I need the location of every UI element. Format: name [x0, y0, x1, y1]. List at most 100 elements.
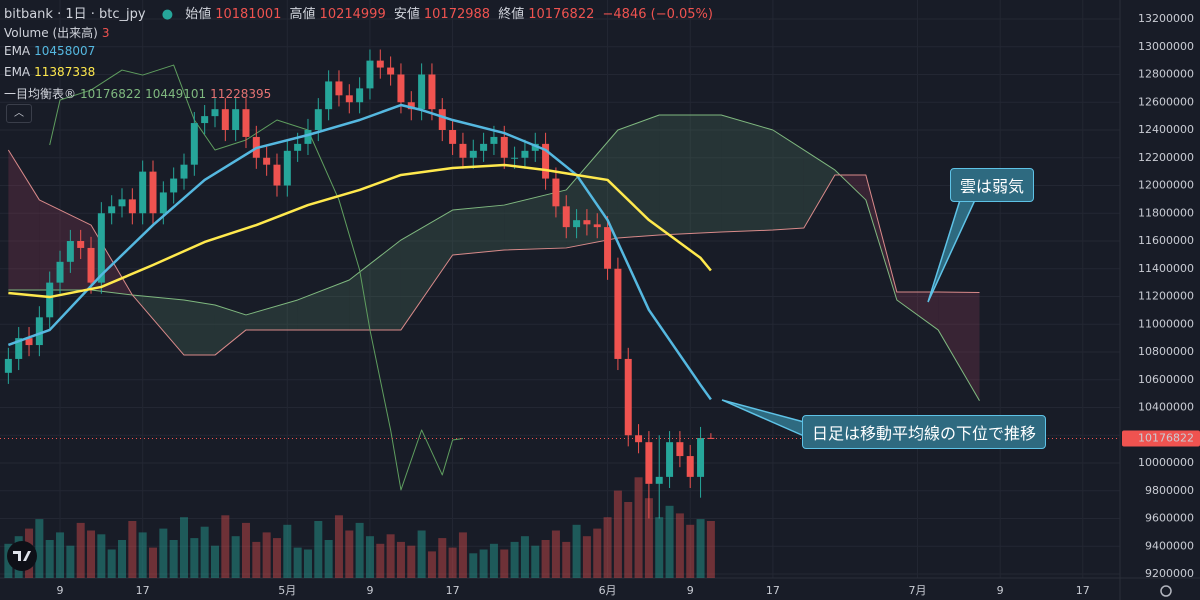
volume-bar — [613, 490, 622, 578]
candle-body — [56, 261, 64, 283]
legend-value: 11387338 — [34, 65, 96, 79]
y-tick-label: 13200000 — [1138, 12, 1194, 25]
volume-bar — [427, 551, 436, 578]
candle-body — [593, 224, 601, 228]
candle-body — [335, 81, 343, 96]
last-price-box — [1122, 430, 1200, 447]
legend-value: 11228395 — [210, 87, 272, 101]
cloud-fill — [8, 149, 40, 290]
x-tick-label: 9 — [366, 584, 373, 597]
candle-body — [511, 157, 519, 159]
y-tick-label: 12400000 — [1138, 123, 1194, 136]
volume-bar — [45, 540, 54, 578]
legend-ema: EMA 10458007 — [4, 44, 99, 58]
x-tick-label: 9 — [997, 584, 1004, 597]
y-tick-label: 11600000 — [1138, 234, 1194, 247]
candle-body — [283, 150, 291, 186]
volume-bar — [479, 549, 488, 578]
volume-bar — [541, 540, 550, 578]
candle-body — [190, 123, 198, 165]
candle-body — [449, 130, 457, 144]
cloud-fill — [504, 189, 567, 251]
volume-bar — [107, 549, 116, 578]
candle-body — [108, 206, 116, 214]
volume-bar — [500, 549, 509, 578]
volume-bar — [675, 513, 684, 578]
candle-body — [624, 358, 632, 436]
y-tick-label: 11200000 — [1138, 290, 1194, 303]
candle-body — [345, 95, 353, 103]
y-tick-label: 9200000 — [1145, 567, 1194, 580]
cloud-fill — [721, 115, 773, 232]
close-value: 10176822 — [528, 7, 595, 22]
close-label: 終値 — [498, 7, 525, 22]
candle-body — [314, 109, 322, 130]
candle-body — [604, 227, 612, 269]
candle-body — [4, 358, 12, 373]
change: −4846 (−0.05%) — [602, 7, 713, 22]
candle-body — [583, 220, 591, 225]
candle-body — [15, 338, 23, 359]
y-tick-label: 13000000 — [1138, 40, 1194, 53]
volume-bar — [644, 498, 653, 578]
volume-bar — [190, 538, 199, 578]
volume-bar — [324, 540, 333, 578]
candle-body — [35, 317, 43, 346]
candle-body — [118, 199, 126, 207]
candle-body — [325, 81, 333, 110]
candle-body — [428, 74, 436, 110]
open-label: 始値 — [185, 7, 212, 22]
x-tick-label: 6月 — [599, 584, 617, 597]
header: bitbank · 1日 · btc_jpy ● 始値 10181001 高値 10… — [4, 3, 717, 22]
candle-body — [273, 164, 281, 186]
candle-body — [180, 164, 188, 179]
volume-bar — [469, 553, 478, 578]
candle-body — [531, 143, 539, 151]
lagging-line — [49, 64, 464, 491]
candle-body — [459, 143, 467, 158]
candle-body — [666, 442, 674, 477]
candle-body — [77, 241, 85, 248]
candle-body — [438, 109, 446, 130]
candle-body — [500, 136, 508, 158]
candle-body — [25, 338, 33, 346]
x-tick-label: 7月 — [909, 584, 927, 597]
y-tick-label: 9400000 — [1145, 539, 1194, 552]
volume-bar — [593, 528, 602, 578]
legend-value: 10458007 — [34, 44, 96, 58]
high-label: 高値 — [289, 7, 316, 22]
volume-bar — [200, 526, 209, 578]
volume-bar — [345, 530, 354, 578]
candle-body — [97, 213, 105, 283]
y-tick-label: 12800000 — [1138, 68, 1194, 81]
candle-body — [686, 456, 694, 477]
candle-body — [139, 171, 147, 214]
candle-body — [707, 437, 715, 439]
volume-bar — [562, 541, 571, 578]
candle-body — [201, 116, 209, 124]
volume-bar — [510, 541, 519, 578]
volume-bar — [293, 547, 302, 578]
symbol: bitbank · 1日 · btc_jpy — [4, 7, 146, 22]
candle-body — [397, 74, 405, 103]
ema-line — [8, 163, 712, 299]
volume-bar — [458, 532, 467, 578]
legend-label: EMA — [4, 44, 31, 58]
collapse-button[interactable]: ︿ — [6, 104, 32, 123]
volume-bar — [531, 545, 540, 578]
candle-body — [242, 109, 250, 137]
volume-bar — [283, 524, 292, 578]
x-tick-label: 5月 — [278, 584, 296, 597]
volume-bar — [417, 530, 426, 578]
candle-body — [645, 442, 653, 484]
cloud-fill — [245, 299, 298, 330]
volume-bar — [520, 536, 529, 578]
candle-body — [387, 67, 395, 75]
span-a-line — [8, 114, 980, 401]
low-value: 10172988 — [423, 7, 491, 22]
volume-bar — [686, 524, 695, 578]
legend-label: EMA — [4, 65, 31, 79]
cloud-fill — [452, 205, 505, 256]
